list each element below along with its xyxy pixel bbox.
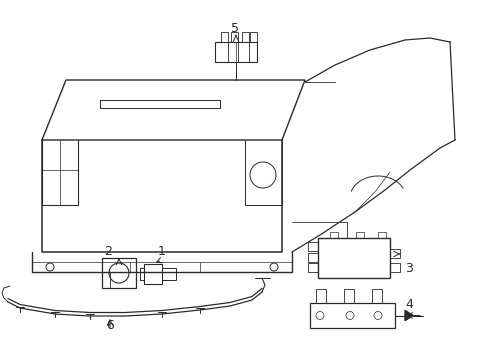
Text: 6: 6	[106, 319, 114, 332]
Text: 4: 4	[405, 298, 413, 311]
Polygon shape	[405, 310, 413, 320]
Text: 3: 3	[405, 261, 413, 274]
Text: 2: 2	[104, 245, 112, 258]
Bar	[344, 289, 354, 303]
Bar	[318, 238, 390, 278]
Bar	[356, 232, 364, 238]
Bar	[144, 264, 162, 284]
Bar	[308, 263, 318, 272]
Bar	[162, 268, 176, 280]
Bar	[308, 253, 318, 262]
Bar	[330, 232, 338, 238]
Bar	[378, 232, 386, 238]
Bar	[308, 242, 318, 251]
Bar	[390, 249, 400, 258]
Bar	[215, 42, 257, 62]
Bar	[372, 289, 382, 303]
Text: 5: 5	[231, 22, 239, 35]
Text: 1: 1	[158, 245, 166, 258]
Bar	[390, 263, 400, 272]
Bar	[310, 303, 395, 328]
Bar	[102, 258, 136, 288]
Bar	[316, 289, 326, 303]
